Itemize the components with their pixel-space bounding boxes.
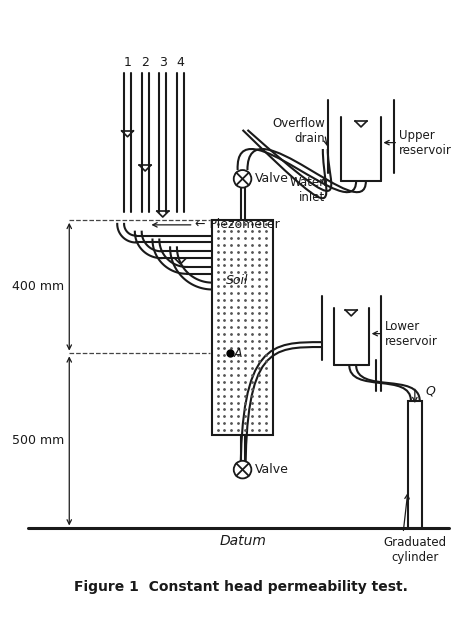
Text: 500 mm: 500 mm (12, 434, 64, 447)
Text: Overflow
drain: Overflow drain (272, 117, 325, 145)
Bar (408, 401, 422, 528)
Text: 1: 1 (124, 56, 131, 69)
Text: Datum: Datum (220, 535, 267, 548)
Text: Upper
reservoir: Upper reservoir (399, 128, 452, 156)
Text: Valve: Valve (255, 463, 289, 476)
Text: Graduated
cylinder: Graduated cylinder (383, 536, 447, 564)
Circle shape (234, 170, 251, 188)
Text: Soil: Soil (227, 273, 249, 287)
Text: Q: Q (426, 385, 436, 398)
Bar (212, 220, 273, 435)
Text: 400 mm: 400 mm (12, 280, 64, 293)
Text: Lower
reservoir: Lower reservoir (384, 320, 438, 348)
Text: ← Piezometer: ← Piezometer (194, 218, 279, 231)
Text: A: A (234, 347, 242, 360)
Text: 3: 3 (159, 56, 167, 69)
Text: 2: 2 (141, 56, 149, 69)
Text: Water
inlet: Water inlet (290, 176, 325, 204)
Text: Valve: Valve (255, 173, 289, 186)
Text: 4: 4 (176, 56, 184, 69)
Circle shape (234, 461, 251, 478)
Text: Figure 1  Constant head permeability test.: Figure 1 Constant head permeability test… (73, 580, 408, 594)
